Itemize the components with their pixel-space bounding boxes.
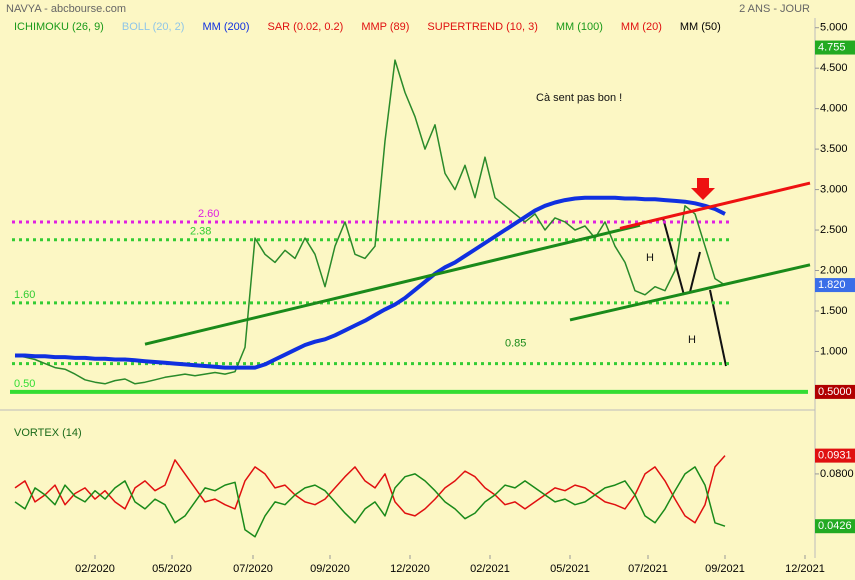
x-tick-label: 07/2021 bbox=[628, 563, 668, 575]
value-badge bbox=[815, 40, 855, 55]
y-tick-label: 0.0800 bbox=[820, 468, 854, 480]
y-tick-label: 5.000 bbox=[820, 22, 848, 34]
arrow bbox=[691, 178, 715, 200]
vortex-title: VORTEX (14) bbox=[14, 427, 82, 439]
value-badge bbox=[815, 448, 855, 463]
level-label: 0.50 bbox=[14, 378, 35, 390]
value-badge bbox=[815, 519, 855, 534]
pattern-line bbox=[689, 251, 701, 293]
y-tick-label: 3.500 bbox=[820, 143, 848, 155]
x-tick-label: 09/2020 bbox=[310, 563, 350, 575]
annotation: Cà sent pas bon ! bbox=[536, 92, 622, 104]
pattern-line bbox=[662, 217, 685, 296]
x-tick-label: 02/2021 bbox=[470, 563, 510, 575]
level-label: 2.60 bbox=[198, 208, 219, 220]
y-tick-label: 3.000 bbox=[820, 183, 848, 195]
annotation: H bbox=[688, 334, 696, 346]
level-label: 0.85 bbox=[505, 337, 526, 349]
value-badge-label: 0.0931 bbox=[818, 450, 852, 462]
value-badge-label: 0.5000 bbox=[818, 386, 852, 398]
x-tick-label: 05/2021 bbox=[550, 563, 590, 575]
value-badge-label: 4.755 bbox=[818, 41, 846, 53]
y-tick-label: 1.500 bbox=[820, 305, 848, 317]
trendline bbox=[144, 223, 641, 346]
value-badge-label: 1.820 bbox=[818, 279, 846, 291]
y-tick-label: 4.500 bbox=[820, 62, 848, 74]
value-badge bbox=[815, 278, 855, 293]
x-tick-label: 07/2020 bbox=[233, 563, 273, 575]
level-label: 2.38 bbox=[190, 226, 211, 238]
y-tick-label: 4.000 bbox=[820, 103, 848, 115]
x-tick-label: 02/2020 bbox=[75, 563, 115, 575]
vortex-line bbox=[14, 455, 726, 524]
legend-entry: MM (200) bbox=[202, 21, 249, 33]
vortex-line bbox=[14, 466, 726, 538]
value-badge bbox=[815, 384, 855, 399]
level-label: 1.60 bbox=[14, 289, 35, 301]
y-tick-label: 2.000 bbox=[820, 264, 848, 276]
annotation: H bbox=[646, 252, 654, 264]
legend-entry: BOLL (20, 2) bbox=[122, 21, 185, 33]
x-tick-label: 05/2020 bbox=[152, 563, 192, 575]
legend-entry: MM (100) bbox=[556, 21, 603, 33]
value-badge-label: 0.0426 bbox=[818, 520, 852, 532]
legend-entry: ICHIMOKU (26, 9) bbox=[14, 21, 104, 33]
x-tick-label: 09/2021 bbox=[705, 563, 745, 575]
y-tick-label: 1.000 bbox=[820, 345, 848, 357]
legend-entry: SAR (0.02, 0.2) bbox=[268, 21, 344, 33]
legend-entry: MM (20) bbox=[621, 21, 662, 33]
trendline bbox=[569, 263, 811, 322]
y-tick-label: 2.500 bbox=[820, 224, 848, 236]
x-tick-label: 12/2020 bbox=[390, 563, 430, 575]
moving-average bbox=[15, 195, 726, 370]
legend-entry: SUPERTREND (10, 3) bbox=[427, 21, 537, 33]
legend-entry: MMP (89) bbox=[361, 21, 409, 33]
legend-entry: MM (50) bbox=[680, 21, 721, 33]
x-tick-label: 12/2021 bbox=[785, 563, 825, 575]
site-label: NAVYA - abcbourse.com bbox=[6, 3, 126, 15]
trendline bbox=[619, 181, 811, 230]
price-line bbox=[14, 59, 726, 385]
period-label: 2 ANS - JOUR bbox=[739, 3, 810, 15]
